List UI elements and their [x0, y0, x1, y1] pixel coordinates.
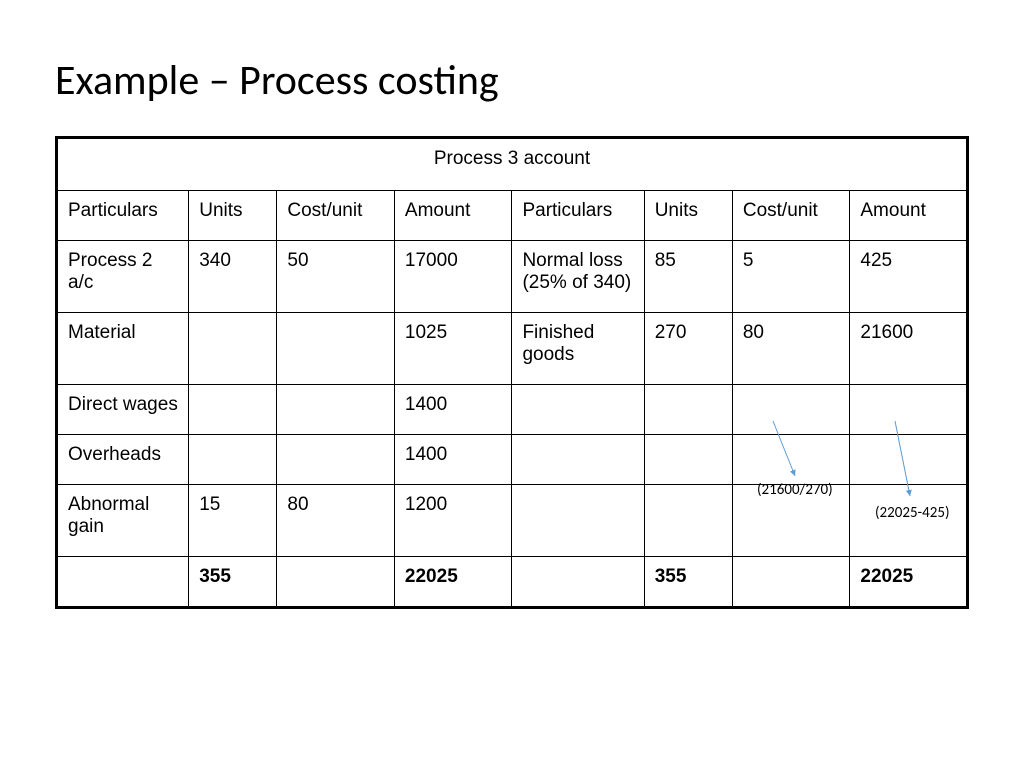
cell [512, 385, 644, 435]
cell [732, 385, 850, 435]
cell [189, 313, 277, 385]
table-header-row: Particulars Units Cost/unit Amount Parti… [57, 191, 968, 241]
cell [732, 435, 850, 485]
cell: Abnormal gain [57, 485, 189, 557]
cell [644, 435, 732, 485]
cell: 340 [189, 241, 277, 313]
total-cell: 22025 [394, 557, 512, 608]
process-costing-table: Process 3 account Particulars Units Cost… [55, 136, 969, 609]
cell [850, 385, 968, 435]
table-row: Overheads 1400 [57, 435, 968, 485]
cell: 21600 [850, 313, 968, 385]
table-row: Material 1025 Finished goods 270 80 2160… [57, 313, 968, 385]
col-header: Cost/unit [277, 191, 395, 241]
table-caption: Process 3 account [57, 138, 968, 191]
cell [512, 435, 644, 485]
cell: Finished goods [512, 313, 644, 385]
cell: 1025 [394, 313, 512, 385]
total-cell [277, 557, 395, 608]
cell: 1400 [394, 385, 512, 435]
total-cell: 355 [189, 557, 277, 608]
col-header: Amount [850, 191, 968, 241]
cell: 80 [277, 485, 395, 557]
table-totals-row: 355 22025 355 22025 [57, 557, 968, 608]
cell [277, 385, 395, 435]
total-cell [57, 557, 189, 608]
col-header: Cost/unit [732, 191, 850, 241]
cell: Overheads [57, 435, 189, 485]
cell: 15 [189, 485, 277, 557]
cell [277, 435, 395, 485]
cell: Process 2 a/c [57, 241, 189, 313]
cell [732, 485, 850, 557]
cell: Normal loss (25% of 340) [512, 241, 644, 313]
table-row: Process 2 a/c 340 50 17000 Normal loss (… [57, 241, 968, 313]
cell: 5 [732, 241, 850, 313]
cell: 17000 [394, 241, 512, 313]
slide-title: Example – Process costing [55, 55, 969, 106]
cell [850, 485, 968, 557]
cell: 80 [732, 313, 850, 385]
cell: 1400 [394, 435, 512, 485]
col-header: Particulars [57, 191, 189, 241]
col-header: Particulars [512, 191, 644, 241]
cell: 85 [644, 241, 732, 313]
table-row: Direct wages 1400 [57, 385, 968, 435]
total-cell [732, 557, 850, 608]
cell [189, 435, 277, 485]
total-cell: 22025 [850, 557, 968, 608]
col-header: Units [644, 191, 732, 241]
cell: 50 [277, 241, 395, 313]
cell [189, 385, 277, 435]
cell: 270 [644, 313, 732, 385]
cell: Material [57, 313, 189, 385]
table-caption-row: Process 3 account [57, 138, 968, 191]
cell: 425 [850, 241, 968, 313]
total-cell: 355 [644, 557, 732, 608]
table-row: Abnormal gain 15 80 1200 [57, 485, 968, 557]
col-header: Amount [394, 191, 512, 241]
col-header: Units [189, 191, 277, 241]
cell [277, 313, 395, 385]
cell: 1200 [394, 485, 512, 557]
cell [644, 485, 732, 557]
total-cell [512, 557, 644, 608]
cell: Direct wages [57, 385, 189, 435]
cell [850, 435, 968, 485]
cell [644, 385, 732, 435]
cell [512, 485, 644, 557]
